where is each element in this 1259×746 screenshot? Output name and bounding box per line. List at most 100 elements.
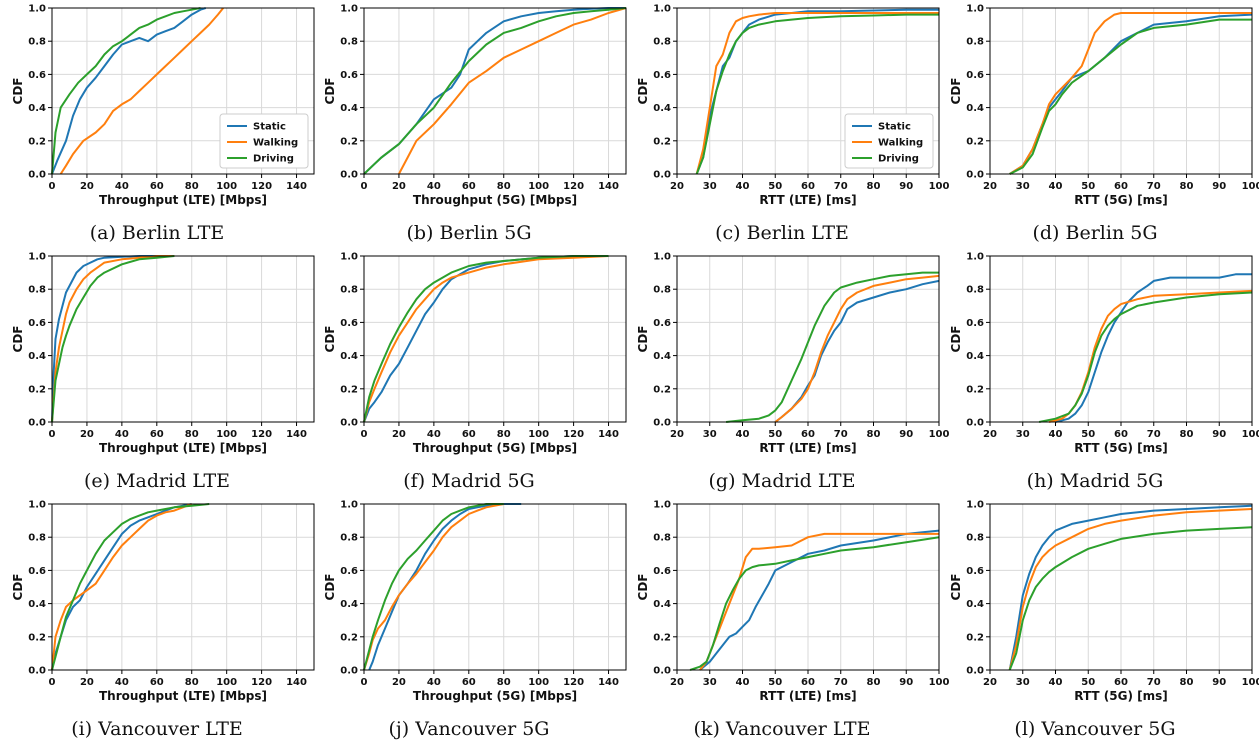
chart-panel-l: 20 30 40 50 60 70 80 90 100 0.0 0.2 0.4 0.6 0.8 1.0 RTT…: [938, 496, 1259, 744]
chart-l: 20 30 40 50 60 70 80 90 100 0.0 0.2 0.4 0.6 0.8 1.0 RTT…: [949, 500, 1259, 704]
series-line-static: [368, 503, 522, 671]
x-tick-label: 60: [1114, 429, 1128, 440]
x-axis-label: RTT (5G) [ms]: [1074, 441, 1168, 455]
y-tick-label: 0.8: [28, 533, 46, 544]
panel-caption: (b) Berlin 5G: [406, 222, 532, 244]
chart-panel-i: 0 20 40 60 80 100 120 140 0.0 0.2 0.4 0.6 0.8 1.0 Thro…: [0, 496, 315, 744]
y-tick-label: 0.4: [966, 599, 984, 610]
y-tick-label: 0.6: [653, 318, 671, 329]
y-tick-label: 0.0: [966, 170, 984, 181]
legend-label-static: Static: [253, 122, 286, 133]
x-tick-label: 70: [834, 181, 848, 192]
y-tick-label: 1.0: [28, 4, 46, 15]
x-tick-label: 0: [361, 429, 368, 440]
panel-caption: (l) Vancouver 5G: [1014, 718, 1176, 740]
series-line-static: [51, 7, 207, 175]
series-line-driving: [1008, 526, 1253, 671]
x-tick-label: 20: [80, 181, 94, 192]
legend-box: [844, 113, 934, 169]
y-tick-label: 0.8: [966, 285, 984, 296]
x-tick-label: 30: [1016, 429, 1030, 440]
x-tick-label: 60: [462, 429, 476, 440]
x-tick-label: 40: [1049, 181, 1063, 192]
chart-i: 0 20 40 60 80 100 120 140 0.0 0.2 0.4 0.6 0.8 1.0 Thro…: [11, 500, 315, 703]
x-tick-label: 100: [1242, 181, 1259, 192]
x-tick-label: 100: [929, 181, 950, 192]
y-tick-label: 0.4: [340, 103, 358, 114]
series-line-walking: [363, 255, 609, 423]
y-tick-label: 1.0: [28, 500, 46, 511]
y-tick-label: 0.8: [653, 37, 671, 48]
y-tick-label: 0.8: [966, 37, 984, 48]
y-tick-label: 0.0: [340, 418, 358, 429]
x-tick-label: 100: [528, 677, 549, 688]
y-tick-label: 0.0: [28, 418, 46, 429]
legend-label-walking: Walking: [878, 138, 923, 149]
y-tick-label: 1.0: [28, 252, 46, 263]
y-tick-label: 0.6: [28, 566, 46, 577]
y-tick-label: 0.2: [653, 136, 671, 147]
x-tick-label: 140: [598, 677, 619, 688]
x-tick-label: 80: [1180, 677, 1194, 688]
chart-b: 0 20 40 60 80 100 120 140 0.0 0.2 0.4 0.6 0.8 1.0 Thro…: [323, 4, 627, 207]
y-tick-label: 0.6: [653, 566, 671, 577]
x-tick-label: 80: [497, 677, 511, 688]
x-tick-label: 100: [1242, 429, 1259, 440]
x-tick-label: 0: [361, 677, 368, 688]
series-line-driving: [363, 255, 609, 423]
x-tick-label: 120: [251, 677, 272, 688]
series-line-walking: [695, 12, 939, 175]
y-axis-label: CDF: [11, 574, 25, 601]
x-tick-label: 140: [286, 429, 307, 440]
series-line-driving: [1038, 291, 1253, 423]
y-tick-label: 0.4: [340, 599, 358, 610]
x-tick-label: 140: [598, 429, 619, 440]
x-tick-label: 70: [1147, 181, 1161, 192]
x-tick-label: 90: [1212, 677, 1226, 688]
x-tick-label: 40: [1049, 429, 1063, 440]
y-tick-label: 0.0: [653, 666, 671, 677]
chart-panel-g: 20 30 40 50 60 70 80 90 100 0.0 0.2 0.4 0.6 0.8 1.0 RTT…: [625, 248, 949, 496]
x-tick-label: 40: [427, 429, 441, 440]
x-tick-label: 70: [834, 429, 848, 440]
x-tick-label: 20: [80, 429, 94, 440]
series-line-walking: [1009, 12, 1252, 175]
x-tick-label: 50: [1081, 429, 1095, 440]
x-tick-label: 0: [49, 677, 56, 688]
panel-caption: (k) Vancouver LTE: [693, 718, 871, 740]
x-tick-label: 120: [563, 181, 584, 192]
y-tick-label: 0.0: [966, 418, 984, 429]
gridlines: [989, 255, 1253, 423]
y-tick-label: 0.2: [340, 136, 358, 147]
series-line-driving: [363, 503, 504, 671]
panel-caption: (h) Madrid 5G: [1026, 470, 1164, 492]
x-tick-label: 30: [1016, 181, 1030, 192]
series-line-walking: [1048, 289, 1253, 423]
y-axis-label: CDF: [11, 78, 25, 105]
x-tick-label: 40: [115, 677, 129, 688]
y-tick-label: 1.0: [340, 500, 358, 511]
x-tick-label: 60: [150, 677, 164, 688]
x-tick-label: 20: [392, 181, 406, 192]
legend-label-walking: Walking: [253, 138, 298, 149]
x-tick-label: 20: [670, 181, 684, 192]
legend-label-driving: Driving: [878, 154, 919, 165]
x-tick-label: 80: [1180, 429, 1194, 440]
plot-frame: [51, 7, 315, 175]
x-tick-label: 70: [1147, 677, 1161, 688]
plot-frame: [51, 503, 315, 671]
x-axis-label: RTT (LTE) [ms]: [759, 193, 856, 207]
y-tick-label: 0.0: [966, 666, 984, 677]
y-tick-label: 1.0: [966, 252, 984, 263]
x-tick-label: 30: [703, 181, 717, 192]
chart-panel-e: 0 20 40 60 80 100 120 140 0.0 0.2 0.4 0.6 0.8 1.0 Thro…: [0, 248, 315, 496]
gridlines: [989, 7, 1253, 175]
x-axis-label: RTT (LTE) [ms]: [759, 689, 856, 703]
series-line-walking: [59, 7, 224, 175]
x-tick-label: 40: [115, 429, 129, 440]
panel-caption: (g) Madrid LTE: [708, 470, 856, 492]
y-tick-label: 0.8: [653, 533, 671, 544]
x-tick-label: 70: [1147, 429, 1161, 440]
x-tick-label: 60: [801, 677, 815, 688]
y-tick-label: 0.6: [340, 70, 358, 81]
